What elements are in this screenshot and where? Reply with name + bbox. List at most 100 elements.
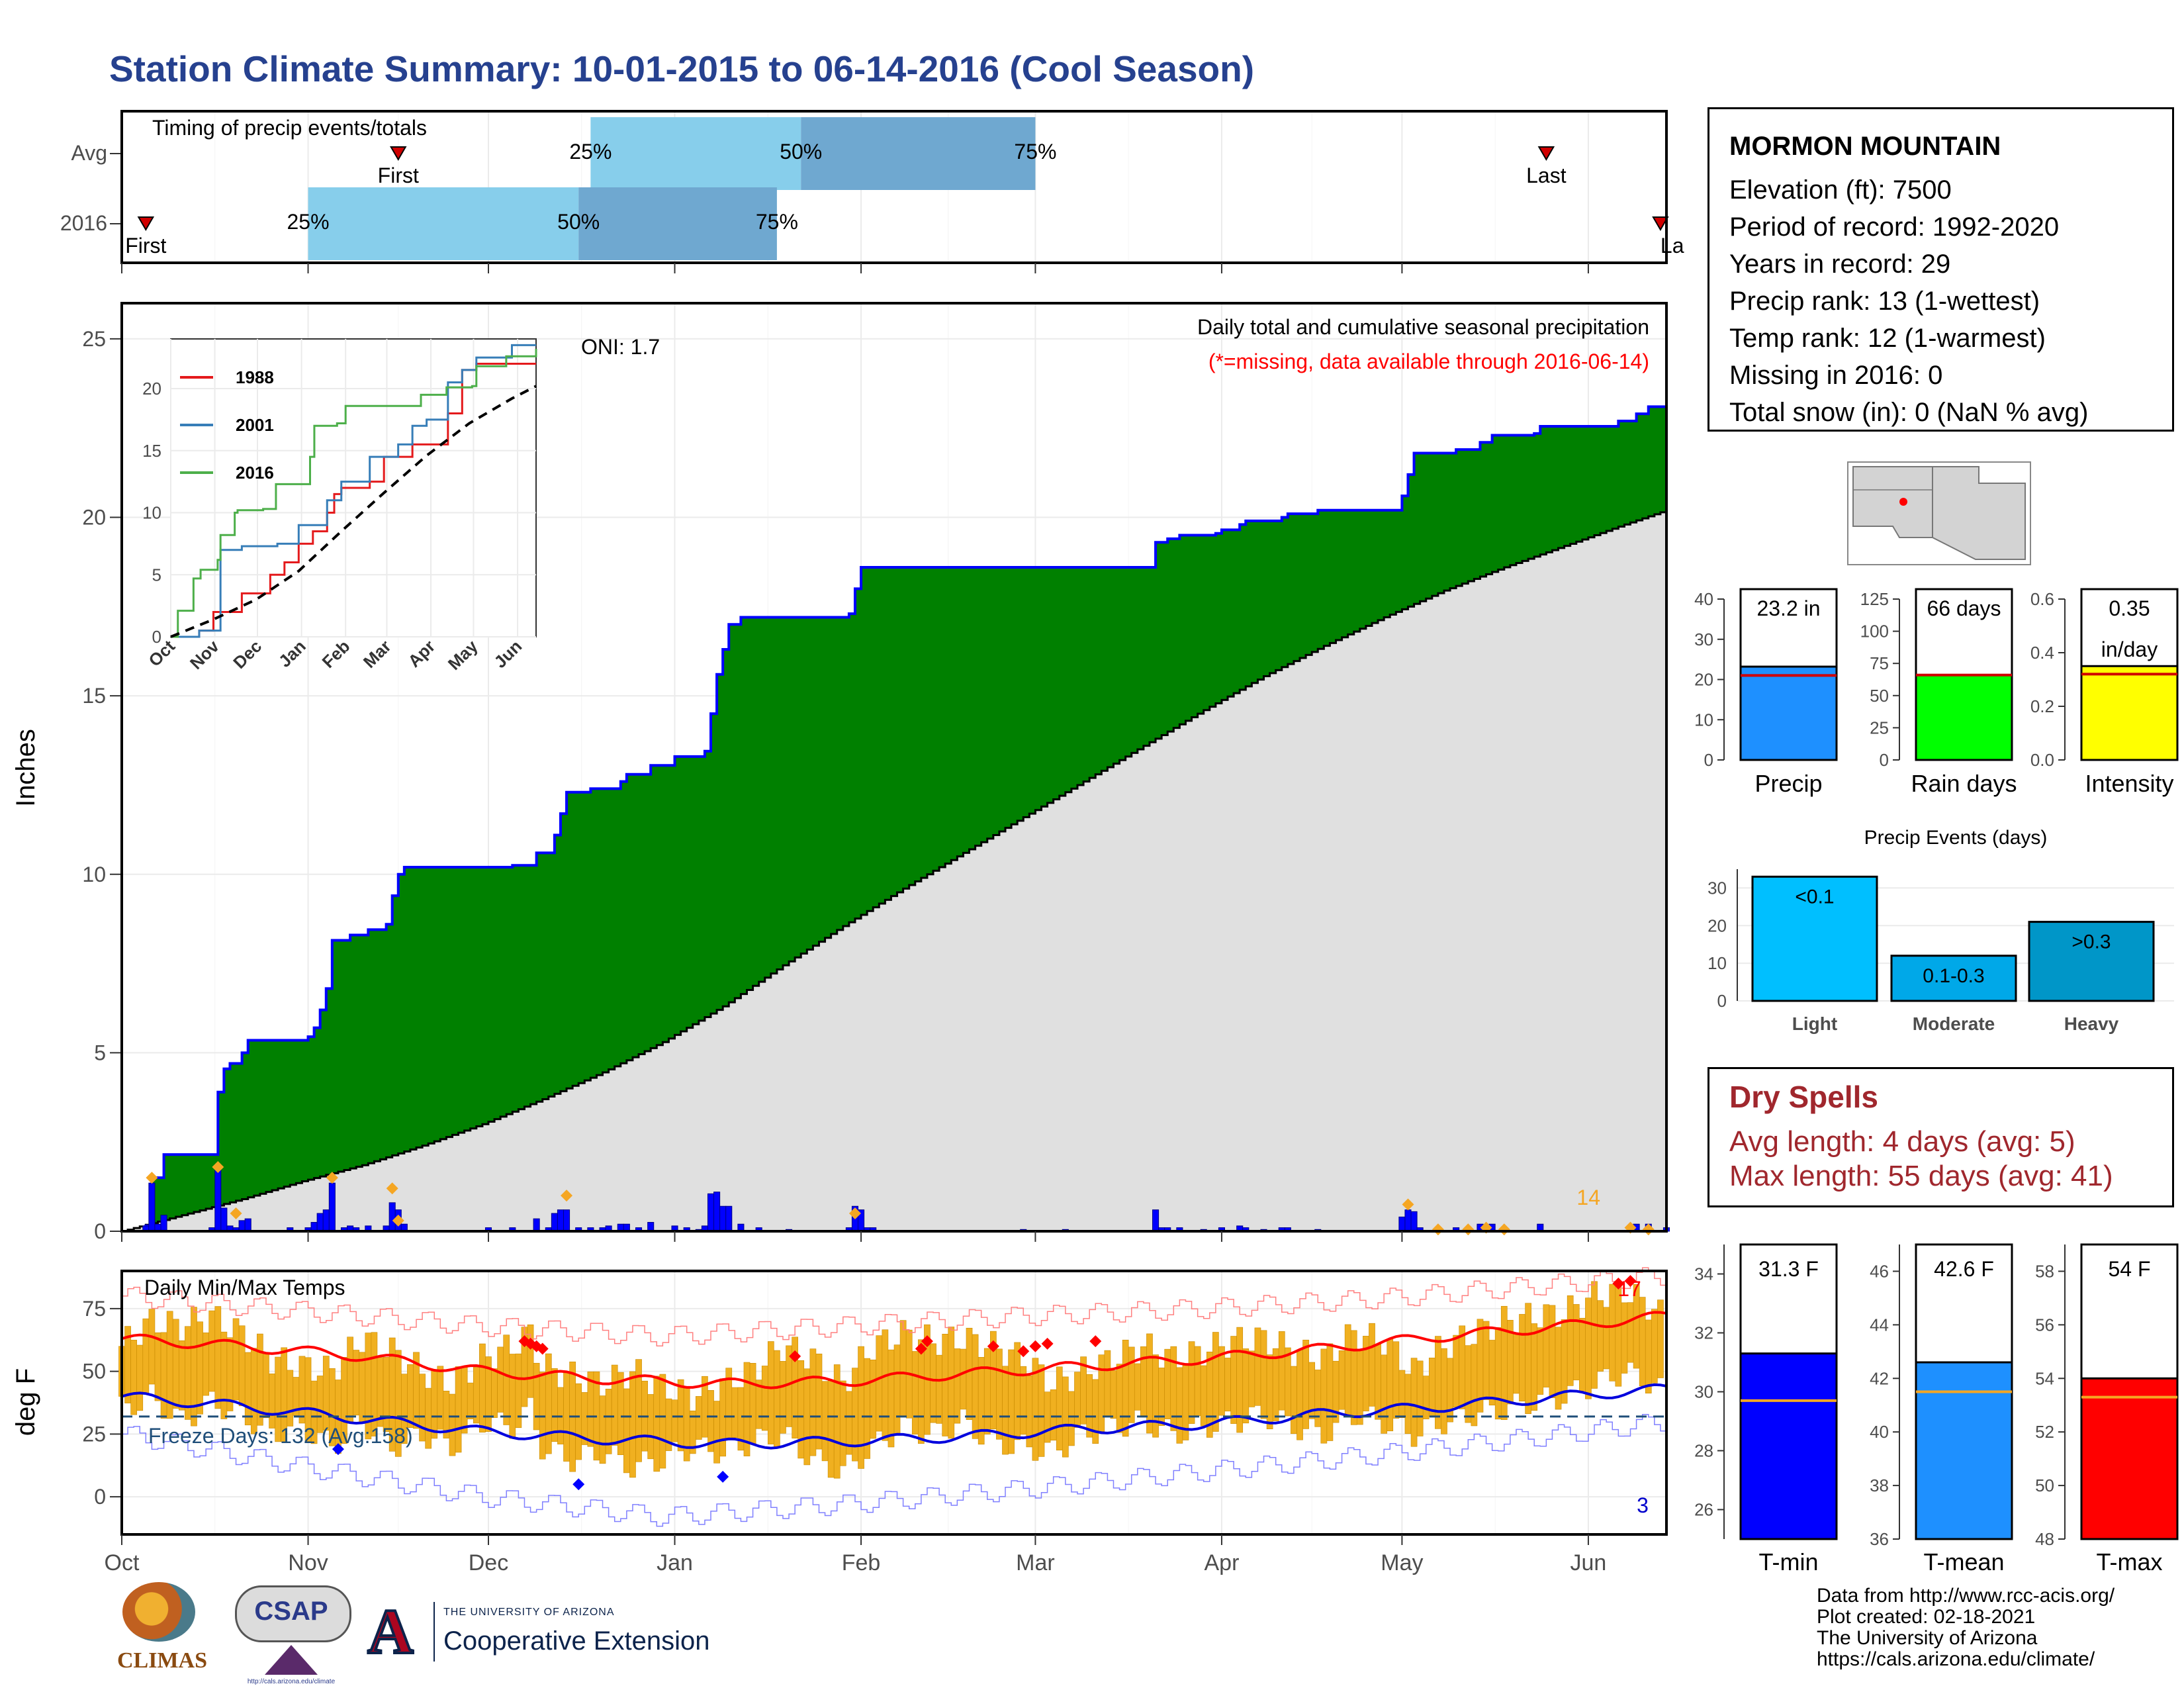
- daily-temp-bar: [509, 1354, 516, 1439]
- credits: Data from http://www.rcc-acis.org/ Plot …: [1817, 1585, 2115, 1670]
- daily-temp-bar: [1525, 1303, 1531, 1414]
- daily-temp-bar: [629, 1371, 636, 1478]
- daily-temp-bar: [1272, 1348, 1279, 1421]
- daily-temp-bar: [1248, 1350, 1255, 1407]
- temp-summary-y-tick-label: 42: [1870, 1368, 1889, 1388]
- record-high-marker: [1029, 1340, 1042, 1352]
- daily-temp-bar: [815, 1353, 823, 1450]
- daily-temp-bar: [1291, 1366, 1297, 1434]
- daily-temp-bar: [1609, 1284, 1616, 1382]
- y-tick-label: 25: [82, 327, 106, 351]
- daily-temp-bar: [599, 1395, 606, 1464]
- daily-temp-bar: [1152, 1354, 1159, 1438]
- daily-temp-bar: [1056, 1366, 1063, 1451]
- station-line: Total snow (in): 0 (NaN % avg): [1729, 398, 2089, 427]
- daily-temp-bar: [461, 1366, 468, 1434]
- daily-temp-bar: [1350, 1330, 1357, 1425]
- daily-temp-bar: [623, 1388, 630, 1474]
- daily-precip-bar: [310, 1222, 318, 1232]
- temp-summary-y-tick-label: 36: [1870, 1529, 1889, 1549]
- temp-summary-y-tick-label: 58: [2035, 1261, 2054, 1281]
- temp-summary-bar: [2080, 1377, 2179, 1540]
- station-line: Years in record: 29: [1729, 250, 1951, 279]
- daily-temp-bar: [983, 1348, 991, 1434]
- daily-temp-bar: [671, 1399, 678, 1442]
- daily-temp-bar: [1074, 1372, 1081, 1428]
- daily-temp-bar: [611, 1364, 618, 1446]
- csap-url: http://cals.arizona.edu/climate: [247, 1678, 336, 1685]
- daily-temp-bar: [1375, 1344, 1381, 1420]
- record-high-marker: [987, 1340, 999, 1352]
- daily-temp-bar: [1302, 1339, 1309, 1429]
- daily-temp-bar: [244, 1352, 251, 1426]
- daily-temp-bar: [713, 1401, 720, 1464]
- first-event-marker: [390, 146, 407, 161]
- y-tick-label: 15: [82, 684, 106, 708]
- daily-temp-bar: [1585, 1297, 1592, 1399]
- daily-temp-bar: [899, 1320, 907, 1417]
- mountain-icon: [265, 1645, 318, 1675]
- events-y-tick-label: 10: [1707, 953, 1727, 973]
- event-bar-label: <0.1: [1795, 886, 1834, 908]
- y-tick-label: 50: [82, 1360, 106, 1383]
- record-low-marker: [572, 1478, 585, 1491]
- record-day-marker: [1402, 1198, 1414, 1211]
- daily-temp-bar: [1068, 1391, 1075, 1446]
- daily-temp-bar: [1062, 1376, 1069, 1458]
- summary-y-tick-label: 100: [1860, 622, 1889, 641]
- daily-temp-bar: [1482, 1321, 1490, 1400]
- summary-bar: [2080, 665, 2179, 761]
- record-low-marker: [717, 1470, 729, 1483]
- daily-precip-bar: [1398, 1216, 1406, 1232]
- inset-legend-label: 1988: [236, 367, 274, 387]
- x-tick-label: Feb: [842, 1550, 881, 1575]
- x-tick-label: Oct: [105, 1550, 140, 1575]
- temp-summary-y-tick-label: 32: [1694, 1323, 1713, 1343]
- precip-frame: [120, 302, 1668, 1233]
- climas-wordmark: CLIMAS: [116, 1648, 208, 1673]
- event-bar-label: >0.3: [2071, 931, 2111, 953]
- y-tick-label: 0: [94, 1219, 106, 1243]
- daily-temp-bar: [972, 1334, 979, 1439]
- cold-count-label: 3: [1637, 1493, 1649, 1517]
- inset-avg-line: [170, 385, 537, 638]
- record-high-marker: [789, 1350, 801, 1362]
- credit-line: The University of Arizona: [1817, 1627, 2038, 1649]
- temp-summary-y-tick-label: 56: [2035, 1315, 2054, 1335]
- daily-temp-bar: [1092, 1379, 1099, 1444]
- timing-pct-label: 25%: [287, 210, 330, 234]
- daily-temp-bar: [858, 1346, 864, 1469]
- record-day-marker: [392, 1214, 404, 1227]
- daily-precip-bar: [160, 1215, 167, 1232]
- daily-temp-bar: [1410, 1358, 1418, 1447]
- daily-temp-bar: [1572, 1304, 1580, 1381]
- daily-temp-bar: [1320, 1348, 1328, 1444]
- daily-temp-bar: [160, 1332, 167, 1419]
- temp-summary-y-tick-label: 40: [1870, 1422, 1889, 1442]
- temp-summary-panels: 26 28 30 32 34 31.3 F T-min 36 38 40 42 44 46 42.6 F T…: [1694, 1243, 2179, 1575]
- daily-temp-bar: [1344, 1324, 1351, 1415]
- cumulative-2016-line: [122, 402, 1668, 1233]
- daily-temp-bar: [1381, 1354, 1388, 1434]
- daily-temp-bar: [431, 1370, 438, 1439]
- daily-temp-bar: [425, 1387, 432, 1449]
- inset-legend-label: 2001: [236, 415, 274, 435]
- timing-row-label: Avg: [71, 141, 107, 165]
- events-y-tick-label: 20: [1707, 915, 1727, 935]
- daily-precip-bar: [557, 1209, 565, 1232]
- daily-temp-bar: [954, 1348, 961, 1424]
- y-tick-label: 20: [82, 506, 106, 530]
- daily-temp-bar: [545, 1353, 552, 1454]
- summary-y-tick-label: 75: [1870, 653, 1889, 673]
- daily-temp-bar: [359, 1352, 366, 1424]
- daily-temp-bar: [1038, 1364, 1045, 1457]
- daily-temp-bar: [473, 1367, 480, 1424]
- summary-category-label: Intensity: [2085, 770, 2173, 797]
- daily-temp-bar: [1500, 1305, 1508, 1420]
- csap-wordmark: CSAP: [254, 1597, 328, 1626]
- daily-temp-bar: [767, 1341, 774, 1444]
- timing-frame: [120, 110, 1668, 264]
- daily-temp-bar: [1338, 1350, 1345, 1410]
- inset-y-tick-label: 15: [142, 441, 161, 461]
- summary-y-tick-label: 0.0: [2030, 750, 2054, 770]
